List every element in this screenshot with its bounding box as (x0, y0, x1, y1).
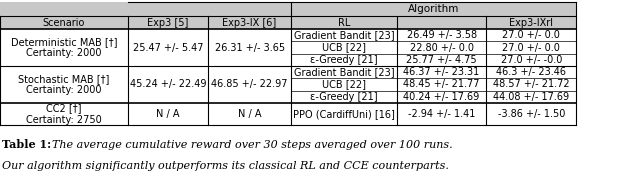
Text: PPO (CardiffUni) [16]: PPO (CardiffUni) [16] (293, 109, 395, 119)
Text: Gradient Bandit [23]: Gradient Bandit [23] (294, 67, 394, 77)
Bar (0, 29, 576, 66)
Bar (0, 66, 576, 103)
Text: 45.24 +/- 22.49: 45.24 +/- 22.49 (130, 80, 206, 89)
Text: 22.80 +/- 0.0: 22.80 +/- 0.0 (410, 42, 474, 52)
Text: Algorithm: Algorithm (408, 4, 460, 14)
Text: ε-Greedy [21]: ε-Greedy [21] (310, 55, 378, 65)
Text: 26.31 +/- 3.65: 26.31 +/- 3.65 (214, 42, 285, 52)
Text: 46.85 +/- 22.97: 46.85 +/- 22.97 (211, 80, 288, 89)
Text: Exp3 [5]: Exp3 [5] (147, 17, 189, 27)
Text: -2.94 +/- 1.41: -2.94 +/- 1.41 (408, 109, 476, 119)
Text: 27.0 +/- -0.0: 27.0 +/- -0.0 (500, 55, 562, 65)
Text: Scenario: Scenario (43, 17, 85, 27)
Bar (0, 2, 576, 16)
Text: RL: RL (338, 17, 350, 27)
Text: Our algorithm significantly outperforms its classical RL and CCE counterparts.: Our algorithm significantly outperforms … (2, 161, 449, 171)
Text: Gradient Bandit [23]: Gradient Bandit [23] (294, 30, 394, 40)
Text: UCB [22]: UCB [22] (322, 80, 366, 89)
Text: The average cumulative reward over 30 steps averaged over 100 runs.: The average cumulative reward over 30 st… (52, 140, 452, 150)
Text: Exp3-IX [6]: Exp3-IX [6] (223, 17, 276, 27)
Text: 25.47 +/- 5.47: 25.47 +/- 5.47 (132, 42, 204, 52)
Text: Deterministic MAB [†]
Certainty: 2000: Deterministic MAB [†] Certainty: 2000 (11, 37, 117, 58)
Text: UCB [22]: UCB [22] (322, 42, 366, 52)
Text: 48.45 +/- 21.77: 48.45 +/- 21.77 (403, 80, 480, 89)
Text: Exp3-IXrl: Exp3-IXrl (509, 17, 553, 27)
Text: 40.24 +/- 17.69: 40.24 +/- 17.69 (403, 92, 480, 102)
Text: -3.86 +/- 1.50: -3.86 +/- 1.50 (497, 109, 565, 119)
Text: Stochastic MAB [†]
Certainty: 2000: Stochastic MAB [†] Certainty: 2000 (19, 74, 109, 95)
Bar (0, 16, 576, 29)
Text: 44.08 +/- 17.69: 44.08 +/- 17.69 (493, 92, 569, 102)
Text: 25.77 +/- 4.75: 25.77 +/- 4.75 (406, 55, 477, 65)
Text: CC2 [†]
Certainty: 2750: CC2 [†] Certainty: 2750 (26, 103, 102, 125)
Text: 27.0 +/- 0.0: 27.0 +/- 0.0 (502, 30, 560, 40)
Text: 46.37 +/- 23.31: 46.37 +/- 23.31 (403, 67, 480, 77)
Bar (0, 103, 576, 125)
Text: 27.0 +/- 0.0: 27.0 +/- 0.0 (502, 42, 560, 52)
Text: Table 1:: Table 1: (2, 139, 55, 151)
Text: N / A: N / A (156, 109, 180, 119)
Text: 26.49 +/- 3.58: 26.49 +/- 3.58 (406, 30, 477, 40)
Text: 48.57 +/- 21.72: 48.57 +/- 21.72 (493, 80, 570, 89)
Text: 46.3 +/- 23.46: 46.3 +/- 23.46 (496, 67, 566, 77)
Text: ε-Greedy [21]: ε-Greedy [21] (310, 92, 378, 102)
Text: N / A: N / A (238, 109, 261, 119)
